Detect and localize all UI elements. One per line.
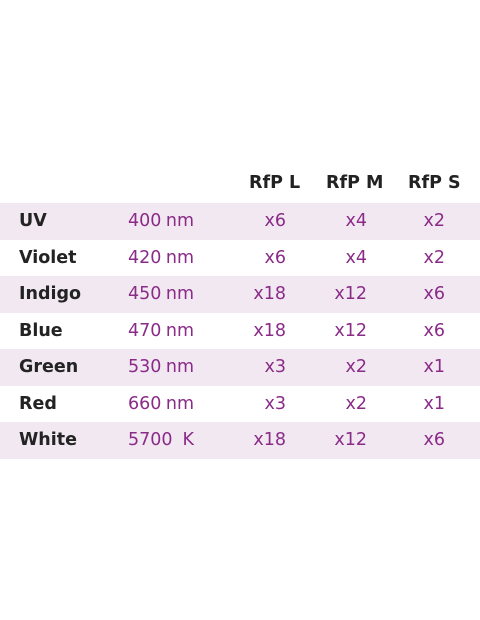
- table-row-red: Red 660 nm x3 x2 x1: [0, 386, 480, 423]
- rfp-s-count: x6: [423, 320, 446, 341]
- table-row-green: Green 530 nm x3 x2 x1: [0, 349, 480, 386]
- wavelength-unit: nm: [165, 393, 194, 414]
- wavelength-value: 470: [128, 320, 162, 341]
- rfp-m-count: x4: [345, 211, 368, 231]
- table-row-indigo: Indigo 450 nm x18 x12 x6: [0, 276, 480, 313]
- wavelength-unit: nm: [165, 320, 194, 341]
- spectrum-table: RfP L RfP M RfP S UV 400 nm x6 x4 x2 Vio…: [0, 165, 480, 459]
- table-row-blue: Blue 470 nm x18 x12 x6: [0, 313, 480, 350]
- wavelength-value: 5700: [128, 430, 173, 450]
- rfp-l-count: x6: [264, 211, 287, 231]
- channel-name: Indigo: [19, 284, 82, 304]
- channel-name: White: [19, 430, 77, 450]
- column-header-rfp-s: RfP S: [408, 173, 461, 193]
- rfp-s-count: x1: [423, 357, 446, 377]
- rfp-l-count: x6: [264, 247, 287, 268]
- table-header-row: RfP L RfP M RfP S: [0, 165, 480, 203]
- rfp-l-count: x18: [253, 430, 286, 450]
- rfp-l-count: x3: [264, 357, 287, 377]
- rfp-m-count: x12: [334, 320, 367, 341]
- rfp-l-count: x3: [264, 393, 287, 414]
- wavelength-unit: nm: [165, 247, 194, 268]
- rfp-m-count: x12: [334, 430, 367, 450]
- rfp-m-count: x2: [345, 393, 368, 414]
- channel-name: Violet: [19, 247, 77, 268]
- rfp-s-count: x2: [423, 211, 446, 231]
- wavelength-value: 420: [128, 247, 162, 268]
- wavelength: 450 nm: [128, 276, 194, 313]
- wavelength-unit: K: [182, 430, 194, 450]
- column-header-rfp-m: RfP M: [326, 173, 384, 193]
- rfp-m-count: x12: [334, 284, 367, 304]
- rfp-s-count: x6: [423, 284, 446, 304]
- wavelength-unit: nm: [165, 284, 194, 304]
- channel-name: Green: [19, 357, 79, 377]
- rfp-l-count: x18: [253, 320, 286, 341]
- wavelength-value: 400: [128, 211, 162, 231]
- rfp-m-count: x4: [345, 247, 368, 268]
- wavelength-value: 660: [128, 393, 162, 414]
- wavelength-unit: nm: [165, 211, 194, 231]
- column-header-rfp-l: RfP L: [249, 173, 301, 193]
- table-row-uv: UV 400 nm x6 x4 x2: [0, 203, 480, 240]
- rfp-s-count: x6: [423, 430, 446, 450]
- wavelength: 420 nm: [128, 240, 194, 277]
- channel-name: Red: [19, 393, 57, 414]
- channel-name: UV: [19, 211, 47, 231]
- table-row-white: White 5700 K x18 x12 x6: [0, 422, 480, 459]
- wavelength: 5700 K: [128, 422, 194, 459]
- wavelength: 660 nm: [128, 386, 194, 423]
- wavelength-value: 450: [128, 284, 162, 304]
- wavelength: 530 nm: [128, 349, 194, 386]
- wavelength: 470 nm: [128, 313, 194, 350]
- wavelength-value: 530: [128, 357, 162, 377]
- rfp-s-count: x2: [423, 247, 446, 268]
- table-row-violet: Violet 420 nm x6 x4 x2: [0, 240, 480, 277]
- rfp-s-count: x1: [423, 393, 446, 414]
- rfp-m-count: x2: [345, 357, 368, 377]
- channel-name: Blue: [19, 320, 63, 341]
- rfp-l-count: x18: [253, 284, 286, 304]
- wavelength: 400 nm: [128, 203, 194, 240]
- wavelength-unit: nm: [165, 357, 194, 377]
